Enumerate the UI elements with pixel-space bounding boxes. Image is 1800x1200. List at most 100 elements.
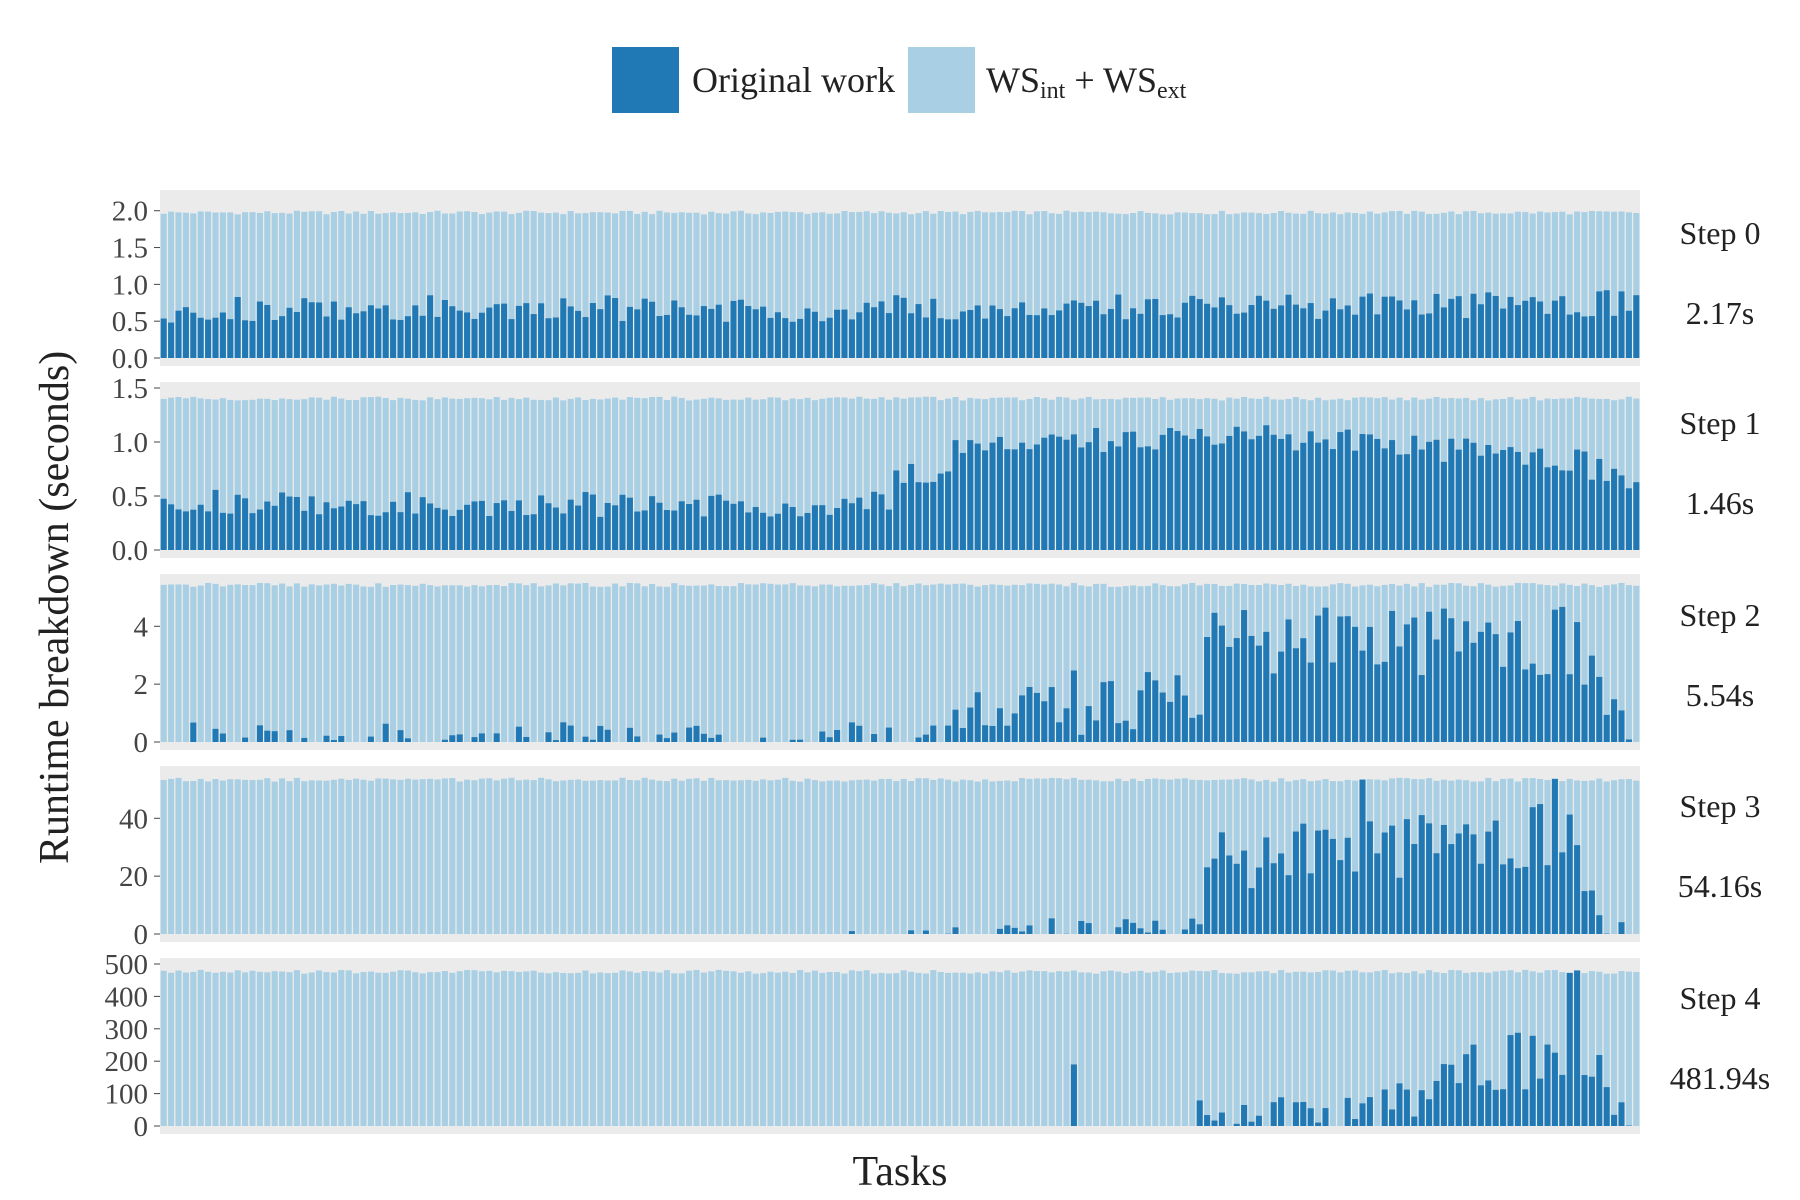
panel-0-bar-ws [1566,214,1573,358]
panel-1-bar-ws [671,396,678,550]
panel-3-bar-ws [1581,780,1588,934]
panel-1-bar-original [1255,435,1262,550]
panel-4-bar-ws [715,969,722,1126]
panel-1-bar-ws [723,399,730,550]
panel-1-bar-original [863,509,870,550]
panel-2-bar-ws [486,585,493,742]
panel-2-bar-ws [404,585,411,742]
panel-0-bar-original [1440,307,1447,358]
panel-0-bar-ws [1477,213,1484,358]
panel-0-bar-original [1551,300,1558,358]
panel-1-total-label: 1.46s [1685,485,1755,521]
panel-0-bar-original [922,317,929,358]
panel-2-bar-ws [1529,583,1536,742]
panel-1-bar-original [1551,465,1558,550]
panel-2-bar-ws [996,584,1003,742]
panel-3-bar-ws [353,778,360,934]
panel-0-bar-original [1514,305,1521,358]
panel-0-bar-original [227,319,234,358]
panel-0-bar-original [649,301,656,358]
panel-0-bar-ws [1144,212,1151,358]
panel-1-bar-original [634,511,641,550]
panel-1-bar-original [1440,461,1447,550]
panel-1-bar-ws [789,398,796,550]
panel-0-bar-ws [345,213,352,358]
panel-4-bar-ws [1107,970,1114,1126]
panel-2-bar-ws [841,585,848,742]
panel-4-bar-ws [1122,973,1129,1126]
panel-2-bar-original [1226,646,1233,742]
panel-0-bar-original [1322,310,1329,358]
panel-4-bar-ws [1559,972,1566,1126]
panel-3-bar-ws [575,779,582,934]
panel-1-bar-original [700,516,707,550]
panel-0-bar-ws [871,213,878,358]
panel-1-bar-ws [782,400,789,550]
panel-2-bar-original [212,728,219,742]
panel-1-bar-original [256,509,263,550]
panel-0-bar-original [1085,306,1092,358]
panel-0-bar-ws [1500,213,1507,358]
panel-1-bar-original [1211,444,1218,550]
panel-2-bar-original [1004,725,1011,742]
panel-3-ytick-label: 20 [119,861,148,893]
panel-2-bar-original [1596,676,1603,742]
panel-0-bar-ws [545,213,552,358]
panel-3-bar-ws [1255,781,1262,934]
panel-4-bar-ws [1093,973,1100,1126]
panel-1-bar-original [649,496,656,550]
panel-3-bar-ws [708,777,715,934]
panel-2-bar-ws [353,584,360,742]
panel-1-bar-original [308,496,315,550]
panel-1-bar-ws [478,398,485,550]
panel-4-bar-ws [1485,972,1492,1126]
panel-3-bar-original [1492,820,1499,934]
panel-1-bar-ws [922,396,929,550]
panel-2-bar-ws [797,585,804,742]
panel-0-bar-ws [1581,212,1588,358]
panel-4-bar-ws [205,971,212,1126]
panel-2-bar-ws [1056,584,1063,742]
panel-3-bar-ws [974,781,981,934]
panel-1-bar-original [338,506,345,550]
panel-3-bar-ws [464,779,471,934]
panel-3-bar-ws [249,780,256,934]
panel-3-bar-ws [641,777,648,934]
panel-2-bar-ws [419,583,426,742]
panel-3-bar-ws [841,781,848,934]
panel-4-bar-ws [1196,971,1203,1126]
panel-1-bar-original [989,442,996,550]
panel-0-bar-original [1181,302,1188,358]
panel-2-bar-ws [1130,585,1137,742]
panel-0-bar-original [1396,300,1403,358]
panel-0-bar-ws [1181,212,1188,358]
panel-0-bar-original [1070,300,1077,358]
panel-3-bar-ws [1093,780,1100,934]
panel-0-bar-original [271,319,278,358]
panel-4-bar-ws [1241,972,1248,1126]
panel-2-bar-original [1537,674,1544,742]
panel-2-bar-ws [293,583,300,742]
panel-2-bar-ws [723,586,730,742]
panel-2-bar-original [1418,675,1425,742]
panel-2-bar-original [1159,692,1166,742]
panel-0-bar-original [264,304,271,358]
panel-2-bar-ws [1011,584,1018,742]
panel-0-bar-original [1056,310,1063,358]
panel-3-bar-original [1574,845,1581,934]
panel-4-bar-ws [1033,971,1040,1126]
panel-1-bar-original [1307,431,1314,550]
panel-1-bar-original [1144,446,1151,550]
panel-1-bar-ws [493,397,500,550]
panel-4-bar-ws [604,973,611,1126]
panel-1-bar-ws [597,399,604,550]
panel-3-bar-ws [1544,780,1551,934]
panel-4-bar-original [1278,1097,1285,1126]
panel-1-bar-ws [219,398,226,550]
panel-0-bar-ws [1167,214,1174,358]
panel-0-bar-original [249,320,256,358]
panel-3-bar-original [1248,888,1255,934]
panel-2-bar-original [1078,734,1085,742]
panel-2-bar-original [848,722,855,742]
panel-2-bar-ws [789,583,796,742]
